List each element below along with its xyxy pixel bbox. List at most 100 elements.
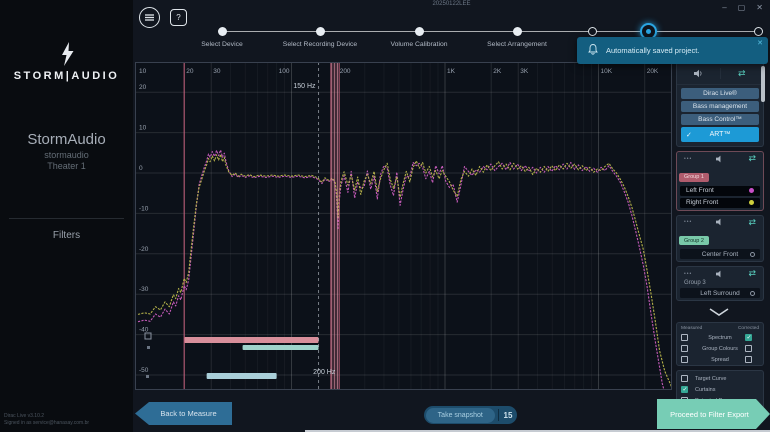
measured-spread-checkbox[interactable] <box>681 356 688 363</box>
right-panel: ⇄ Dirac Live® Bass management Bass Contr… <box>673 62 765 409</box>
group3-tag[interactable]: Group 3 <box>684 280 706 286</box>
step-label: Select Device <box>201 41 243 48</box>
measured-spectrum-checkbox[interactable] <box>681 334 688 341</box>
range-bar <box>242 345 319 350</box>
speaker-icon[interactable] <box>716 265 724 283</box>
corrected-spectrum-checkbox[interactable] <box>745 334 752 341</box>
channel-label: Left Surround <box>700 289 740 297</box>
group2-menu-icon[interactable]: ••• <box>684 219 693 225</box>
svg-text:20: 20 <box>186 68 194 75</box>
group3-card: ••• ⇄ Group 3 Left Surround <box>676 266 764 301</box>
svg-text:0: 0 <box>139 165 143 172</box>
step-dot-todo[interactable] <box>753 27 763 36</box>
channel-left-surround[interactable]: Left Surround <box>680 288 760 298</box>
take-snapshot-button[interactable]: Take snapshot <box>425 407 495 423</box>
corrected-group-colours-checkbox[interactable] <box>745 345 752 352</box>
overlay-curtains: Curtains <box>677 384 763 395</box>
routing-arrows-icon[interactable]: ⇄ <box>748 268 756 278</box>
routing-arrows-icon[interactable]: ⇄ <box>748 153 756 163</box>
menu-button[interactable] <box>139 7 160 28</box>
channel-center-front[interactable]: Center Front <box>680 249 760 259</box>
svg-text:10: 10 <box>139 68 147 75</box>
overlay-target-curve: Target Curve <box>677 373 763 384</box>
speaker-icon[interactable] <box>716 150 724 168</box>
toast-message: Automatically saved project. <box>606 46 700 55</box>
brand-logo: STORM|AUDIO <box>13 70 120 82</box>
maximize-button[interactable]: ▢ <box>737 3 746 12</box>
mode-bass-control[interactable]: Bass Control™ <box>681 114 759 125</box>
svg-text:10K: 10K <box>601 68 613 75</box>
group1-tag[interactable]: Group 1 <box>679 172 709 182</box>
corrected-spread-checkbox[interactable] <box>745 356 752 363</box>
legend-row-spectrum: Spectrum <box>677 332 763 343</box>
step-dot-todo[interactable] <box>587 27 597 36</box>
step-dot-done[interactable] <box>512 27 522 36</box>
lightning-bolt-icon <box>0 42 133 71</box>
channel-color-dot <box>749 200 754 205</box>
svg-text:-40: -40 <box>139 327 149 334</box>
curve-left-front <box>137 149 665 390</box>
sidebar-footer: Dirac Live v3.10.2 Signed in as service@… <box>4 413 89 427</box>
bar-row-glyph <box>146 375 149 378</box>
curve-right-front <box>137 153 672 388</box>
expand-groups-button[interactable] <box>673 305 765 318</box>
step-dot-done[interactable] <box>414 27 424 36</box>
device-name: StormAudio <box>27 131 106 148</box>
target-curve-checkbox[interactable] <box>681 375 688 382</box>
autosave-toast: Automatically saved project. ✕ <box>577 37 768 64</box>
routing-arrows-icon[interactable]: ⇄ <box>748 216 756 227</box>
taskbar-edge <box>305 430 770 432</box>
mode-card-header: ⇄ <box>677 63 763 85</box>
step-label: Select Recording Device <box>282 41 358 48</box>
routing-arrows-icon[interactable]: ⇄ <box>719 68 764 79</box>
channel-color-dot <box>749 188 754 193</box>
proceed-to-filter-export-button[interactable]: Proceed to Filter Export <box>657 399 770 429</box>
step-dot-done[interactable] <box>217 27 227 36</box>
curtains-checkbox[interactable] <box>681 386 688 393</box>
overlay-label: Curtains <box>695 386 716 393</box>
sidebar-divider <box>9 218 124 219</box>
channel-circle-icon <box>750 290 755 296</box>
mode-dirac-live[interactable]: Dirac Live® <box>681 88 759 99</box>
svg-text:1K: 1K <box>447 68 456 75</box>
minimize-button[interactable]: – <box>722 3 727 12</box>
legend-label: Group Colours <box>702 345 738 352</box>
signed-in-status: Signed in as service@hanasay.com.br <box>4 420 90 426</box>
back-to-measure-button[interactable]: Back to Measure <box>135 402 232 425</box>
legend-col-measured: Measured <box>681 326 703 331</box>
step-dot-done[interactable] <box>315 27 325 36</box>
group1-menu-icon[interactable]: ••• <box>684 155 693 162</box>
svg-text:20K: 20K <box>647 68 659 75</box>
range-bar <box>184 337 319 343</box>
svg-text:3K: 3K <box>520 68 529 75</box>
window-title: 20250122LEE <box>432 1 471 7</box>
close-button[interactable]: ✕ <box>756 3 763 12</box>
channel-left-front[interactable]: Left Front <box>680 185 760 196</box>
stepper-line <box>222 31 758 32</box>
mode-art[interactable]: ✓ ART™ <box>681 127 759 142</box>
band-freq-label: 200 Hz <box>313 369 336 376</box>
svg-text:20: 20 <box>139 84 147 91</box>
speaker-icon[interactable] <box>716 213 724 231</box>
sidebar-item-filters[interactable]: Filters <box>52 230 81 241</box>
mode-art-label: ART™ <box>709 131 731 138</box>
panel-scrollbar[interactable] <box>761 66 765 102</box>
snapshot-count-badge[interactable]: 15 <box>503 410 513 420</box>
speaker-icon[interactable] <box>677 69 720 78</box>
help-button[interactable]: ? <box>170 9 187 26</box>
svg-text:100: 100 <box>279 68 290 75</box>
channel-right-front[interactable]: Right Front <box>680 197 760 208</box>
group2-tag[interactable]: Group 2 <box>679 236 709 245</box>
legend-label: Spectrum <box>708 334 732 341</box>
svg-text:-10: -10 <box>139 205 149 212</box>
processing-mode-card: ⇄ Dirac Live® Bass management Bass Contr… <box>676 62 764 147</box>
measured-group-colours-checkbox[interactable] <box>681 345 688 352</box>
toast-close-icon[interactable]: ✕ <box>757 40 763 47</box>
take-snapshot-control: Take snapshot 15 <box>424 406 517 424</box>
legend-row-spread: Spread <box>677 354 763 365</box>
mode-bass-management[interactable]: Bass management <box>681 101 759 112</box>
svg-text:10: 10 <box>139 125 147 132</box>
group3-menu-icon[interactable]: ••• <box>684 270 693 277</box>
svg-text:-30: -30 <box>139 286 149 293</box>
